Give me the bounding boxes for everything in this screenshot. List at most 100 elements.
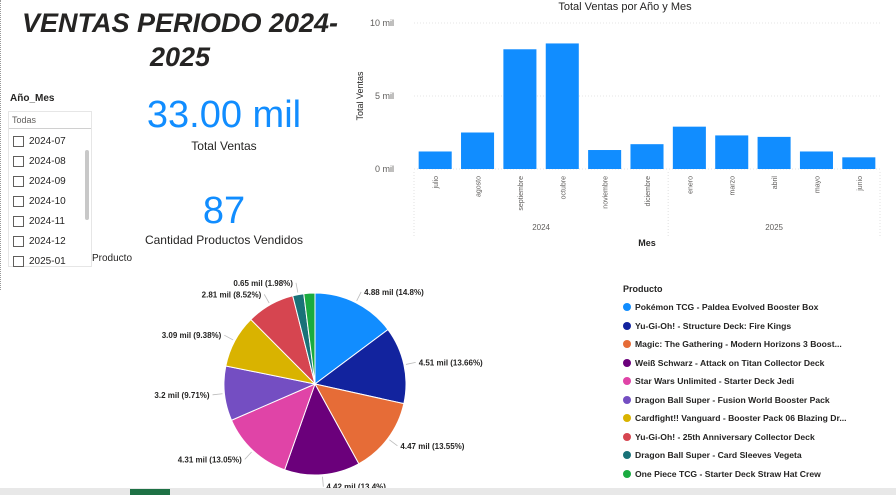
slicer-item[interactable]: 2024-08 [13,152,66,170]
bar [757,136,791,169]
kpi-cantidad-value: 87 [202,190,246,232]
legend-label: Pokémon TCG - Paldea Evolved Booster Box [635,302,819,313]
x-tick-label: diciembre [645,176,652,206]
x-tick-label: junio [857,176,864,192]
legend-marker [623,377,631,386]
label-leader [356,291,362,302]
checkbox[interactable] [13,255,24,267]
legend-item[interactable]: Star Wars Unlimited - Starter Deck Jedi [623,372,895,391]
slicer-scrollbar[interactable] [85,150,89,220]
bar [588,150,622,169]
legend-marker [623,451,631,460]
label-leader [263,294,270,304]
pie-chart: 4.88 mil (14.8%) 4.51 mil (13.66%) 4.47 mi… [154,279,483,488]
slicer-item[interactable]: 2024-11 [13,212,65,230]
legend-label: Magic: The Gathering - Modern Horizons 3… [635,339,842,350]
slicer-item-label: 2024-10 [29,195,66,207]
slicer-item-label: 2024-09 [29,175,66,187]
slicer-item[interactable]: 2024-10 [13,192,66,210]
x-tick-label: julio [433,176,440,190]
slicer-item[interactable]: 2025-01 [13,252,66,270]
x-tick-label: abril [772,176,779,190]
label-leader [224,334,234,341]
slicer-dropdown[interactable]: Todas [9,112,91,129]
legend-marker [623,358,631,367]
data-label: 0.65 mil (1.98%) [233,279,293,288]
data-label: 4.47 mil (13.55%) [400,442,464,451]
x-tick-label: noviembre [603,176,610,209]
bar [630,144,664,169]
legend-marker [623,469,631,478]
y-tick-label: 0 mil [375,164,394,174]
slicer-item-label: 2025-01 [29,255,66,267]
slicer-item-label: 2024-12 [29,235,66,247]
checkbox[interactable] [13,155,24,167]
legend-item[interactable]: Dragon Ball Super - Fusion World Booster… [623,391,895,410]
slicer-item[interactable]: 2024-07 [13,132,66,150]
checkbox[interactable] [13,175,24,187]
bar [545,43,579,169]
slicer-list[interactable]: Todas 2024-07 2024-08 2024-09 2024-10 20… [8,111,92,267]
legend-label: Dragon Ball Super - Card Sleeves Vegeta [635,450,802,461]
slicer-item[interactable]: 2024-09 [13,172,66,190]
slicer-item-label: 2024-11 [29,215,65,227]
legend-item[interactable]: Yu-Gi-Oh! - 25th Anniversary Collector D… [623,428,895,447]
pie-slice [313,328,407,405]
x-tick-label: octubre [560,176,567,199]
label-leader [212,393,223,396]
bar [799,151,833,169]
pie-slice [314,383,405,465]
pie-slice [284,382,360,476]
legend-item[interactable]: One Piece TCG - Starter Deck Straw Hat C… [623,465,895,484]
bar [672,126,706,169]
pie-slice [303,292,316,385]
checkbox[interactable] [13,215,24,227]
slicer-item[interactable]: 2024-12 [13,232,66,250]
bar [842,157,876,169]
data-label: 4.51 mil (13.66%) [419,358,483,367]
legend-item[interactable]: Weiß Schwarz - Attack on Titan Collector… [623,354,895,373]
legend-label: Yu-Gi-Oh! - Structure Deck: Fire Kings [635,320,792,331]
label-leader [405,361,416,365]
legend-marker [623,395,631,404]
page-tab-active[interactable] [130,489,170,495]
slicer-ano-mes: Año_Mes Todas 2024-07 2024-08 2024-09 20… [8,93,92,273]
legend-label: Yu-Gi-Oh! - 25th Anniversary Collector D… [635,431,815,442]
bar-chart: 0 mil 5 mil 10 mil Total Ventas julio agosto s… [355,18,881,248]
legend-label: Cardfight!! Vanguard - Booster Pack 06 B… [635,413,847,424]
year-label: 2024 [532,223,550,232]
bar [503,49,537,169]
kpi-total-ventas-label: Total Ventas [191,139,257,153]
legend-label: Dragon Ball Super - Fusion World Booster… [635,394,830,405]
legend-item[interactable]: Dragon Ball Super - Card Sleeves Vegeta [623,446,895,465]
data-label: 3.09 mil (9.38%) [162,331,222,340]
y-axis-label: Total Ventas [355,71,365,121]
checkbox[interactable] [13,195,24,207]
slicer-item-label: 2024-08 [29,155,66,167]
legend-item[interactable]: Magic: The Gathering - Modern Horizons 3… [623,335,895,354]
data-label: 2.81 mil (8.52%) [202,290,262,299]
legend-marker [623,414,631,423]
bar [715,135,749,169]
slicer-title: Año_Mes [10,93,55,104]
legend-item[interactable]: Pokémon TCG - Paldea Evolved Booster Box [623,298,895,317]
y-tick-label: 10 mil [370,18,394,28]
data-label: 4.42 mil (13.4%) [326,483,386,488]
bar-chart-title: Total Ventas por Año y Mes [558,1,692,13]
legend-label: One Piece TCG - Starter Deck Straw Hat C… [635,468,821,479]
label-leader [244,451,252,460]
year-label: 2025 [765,223,783,232]
data-label: 3.2 mil (9.71%) [154,391,209,400]
legend-title: Producto [623,284,663,294]
legend-marker [623,321,631,330]
legend-item[interactable]: Cardfight!! Vanguard - Booster Pack 06 B… [623,409,895,428]
label-leader [322,476,324,487]
checkbox[interactable] [13,235,24,247]
bar [418,151,452,169]
y-tick-label: 5 mil [375,91,394,101]
kpi-total-ventas-value: 33.00 mil [146,94,302,136]
legend-item[interactable]: Yu-Gi-Oh! - Structure Deck: Fire Kings [623,317,895,336]
pie-field-label: Producto [92,253,133,264]
checkbox[interactable] [13,135,24,147]
pie-slice [314,292,389,385]
